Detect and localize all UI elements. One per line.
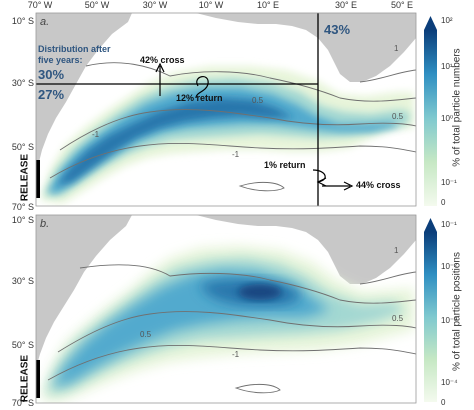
lat-tick-label: 50° S (11, 142, 34, 152)
colorbar-b-cap (424, 218, 437, 232)
colorbar-a-tick: 10² (441, 16, 453, 25)
north-percent: 30% (38, 67, 65, 82)
release-label-a: RELEASE (19, 153, 31, 202)
colorbar-b-tick: 0 (441, 398, 446, 407)
lat-tick-label: 30° S (11, 78, 34, 88)
contour-label: -1 (232, 150, 240, 159)
release-bar-b (36, 360, 40, 398)
east-cross-label: 44% cross (356, 180, 401, 190)
south-america-land-a (36, 13, 132, 180)
contours-b (47, 264, 416, 394)
lon-tick-label: 10° E (256, 0, 280, 10)
colorbar-a-cap (424, 16, 437, 30)
colorbar-a-tick: 10⁰ (441, 114, 454, 123)
release-bar-a (36, 160, 40, 198)
contour-label: 1 (394, 246, 399, 255)
south-america-land-b (36, 215, 132, 368)
contour-label: 1 (394, 44, 399, 53)
contours-a (49, 62, 416, 192)
colorbar-b-title: % of total particle positions (451, 252, 463, 371)
colorbar-a-tick: 0 (441, 198, 446, 207)
distribution-label: Distribution after five years: (38, 44, 111, 65)
panel-a-map (36, 13, 416, 206)
east-return-label: 1% return (264, 160, 306, 170)
panel-b-map (36, 215, 416, 403)
contour-label: 0.5 (392, 112, 404, 121)
lat-tick-label: 30° S (11, 276, 34, 286)
colorbar-a-tick: 10¹ (441, 62, 453, 71)
lat-tick-label: 10° S (11, 16, 34, 26)
panel-b-frame (35, 214, 417, 404)
contour-label: -1 (232, 350, 240, 359)
colorbar-b-tick: 10⁻¹ (441, 220, 457, 229)
release-label-b: RELEASE (19, 354, 31, 403)
panel-b-letter: b. (40, 218, 50, 230)
north-return-label: 12% return (176, 93, 223, 103)
lon-tick-label: 70° W (27, 0, 53, 10)
contour-label: -1 (92, 130, 100, 139)
lon-tick-label: 50° W (84, 0, 110, 10)
panel-a-letter: a. (40, 16, 50, 28)
contour-label: 0.5 (252, 96, 264, 105)
lon-tick-label: 10° W (198, 0, 224, 10)
colorbar-b-tick: 10⁻² (441, 262, 457, 271)
colorbar-b-tick: 10⁻³ (441, 316, 457, 325)
east-percent: 43% (324, 22, 351, 37)
north-cross-label: 42% cross (140, 55, 185, 65)
africa-land-a (196, 13, 416, 82)
lat-tick-label: 70° S (11, 398, 34, 408)
colorbar-a-tick: 10⁻¹ (441, 178, 457, 187)
south-percent: 27% (38, 87, 65, 102)
contour-label: 0.5 (140, 330, 152, 339)
panel-a-frame (35, 12, 417, 207)
flux-arrows-a (155, 62, 354, 191)
colorbar-a-title: % of total particle numbers (451, 48, 463, 167)
colorbar-b-tick: 10⁻⁴ (441, 378, 458, 387)
colorbar-a (424, 30, 437, 206)
africa-land-b (196, 215, 416, 284)
lon-tick-label: 30° E (334, 0, 358, 10)
lat-tick-label: 10° S (11, 215, 34, 225)
lon-tick-label: 50° E (390, 0, 414, 10)
lon-tick-label: 30° W (142, 0, 168, 10)
lat-tick-label: 50° S (11, 340, 34, 350)
colorbar-b (424, 232, 437, 402)
lat-tick-label: 70° S (11, 202, 34, 212)
contour-label: 0.5 (392, 314, 404, 323)
